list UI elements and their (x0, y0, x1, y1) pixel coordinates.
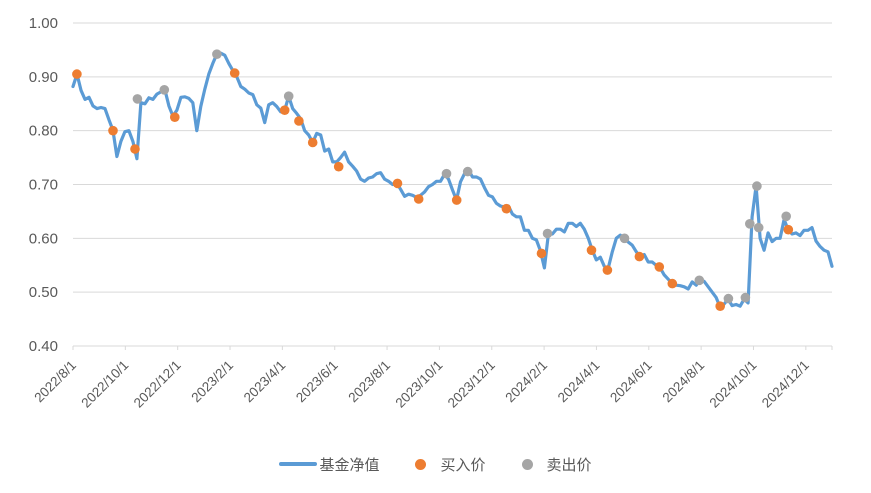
x-axis-tick-label: 2024/4/1 (555, 358, 603, 406)
x-axis-tick-label: 2024/10/1 (707, 358, 760, 411)
sell-price-marker (753, 222, 764, 233)
buy-price-marker (634, 251, 645, 262)
x-axis-tick-label: 2023/12/1 (445, 358, 498, 411)
legend-label-buy-price: 买入价 (440, 456, 486, 474)
legend-item-fund-nav[interactable]: 基金净值 (279, 454, 379, 475)
sell-price-marker (542, 228, 553, 239)
buy-price-marker (451, 195, 462, 205)
fund-nav-line (71, 51, 834, 309)
sell-price-marker (723, 293, 734, 304)
buy-price-marker (715, 301, 725, 312)
legend-item-buy-price[interactable]: 买入价 (415, 454, 486, 475)
buy-price-marker (783, 224, 794, 235)
buy-price-marker (536, 248, 547, 259)
sell-price-marker (159, 85, 170, 95)
x-axis-tick-label: 2022/10/1 (78, 358, 131, 411)
sell-price-marker (619, 233, 630, 244)
y-axis-tick-label: 0.70 (29, 177, 58, 194)
sell-price-marker (441, 168, 452, 179)
sell-price-marker (132, 94, 143, 104)
x-axis-tick-label: 2022/12/1 (131, 358, 184, 411)
y-axis-tick-label: 0.90 (29, 69, 58, 86)
sell-price-marker (745, 219, 755, 229)
y-axis-tick-label: 1.00 (29, 15, 58, 32)
buy-price-marker (294, 116, 304, 126)
sell-price-marker (740, 292, 751, 303)
x-axis-tick-label: 2024/2/1 (502, 358, 550, 406)
buy-price-marker (170, 112, 180, 122)
buy-price-marker (72, 69, 82, 79)
buy-price-marker (501, 203, 512, 214)
chart-legend: 基金净值 买入价 卖出价 (0, 449, 871, 479)
x-axis-tick-label: 2023/8/1 (345, 358, 393, 406)
buy-price-marker (667, 278, 678, 289)
buy-dot-icon (415, 458, 427, 470)
buy-price-marker (413, 194, 424, 204)
legend-label-fund-nav: 基金净值 (319, 456, 380, 474)
x-axis-tick-label: 2024/12/1 (759, 358, 812, 411)
y-axis-tick-label: 0.50 (29, 284, 58, 301)
buy-price-marker (586, 245, 597, 255)
x-axis-tick-label: 2023/10/1 (392, 358, 445, 411)
x-axis-tick-label: 2023/2/1 (188, 358, 236, 406)
x-axis-tick-label: 2022/8/1 (31, 358, 79, 406)
buy-price-marker (229, 68, 240, 78)
y-axis-tick-label: 0.40 (29, 338, 58, 355)
buy-price-marker (392, 178, 403, 189)
buy-price-marker (333, 161, 344, 172)
sell-price-marker (283, 91, 294, 101)
x-axis-tick-label: 2023/4/1 (241, 358, 289, 406)
sell-price-marker (462, 166, 473, 177)
buy-price-marker (307, 137, 318, 148)
sell-price-marker (752, 181, 762, 191)
line-swatch-icon (279, 462, 318, 466)
sell-dot-icon (521, 458, 533, 470)
x-axis-tick-label: 2024/8/1 (659, 358, 707, 406)
buy-price-marker (279, 105, 290, 115)
legend-item-sell-price[interactable]: 卖出价 (521, 454, 592, 475)
buy-price-marker (108, 125, 118, 136)
x-axis-tick-label: 2024/6/1 (607, 358, 655, 406)
buy-price-marker (130, 144, 140, 154)
y-axis-tick-label: 0.60 (29, 230, 58, 247)
sell-price-marker (694, 275, 705, 286)
x-axis-tick-label: 2023/6/1 (293, 358, 341, 406)
sell-price-marker (212, 49, 222, 59)
buy-price-marker (602, 265, 613, 275)
legend-label-sell-price: 卖出价 (546, 456, 592, 474)
y-axis-tick-label: 0.80 (29, 123, 58, 140)
buy-price-marker (654, 262, 665, 272)
sell-price-marker (781, 211, 791, 222)
